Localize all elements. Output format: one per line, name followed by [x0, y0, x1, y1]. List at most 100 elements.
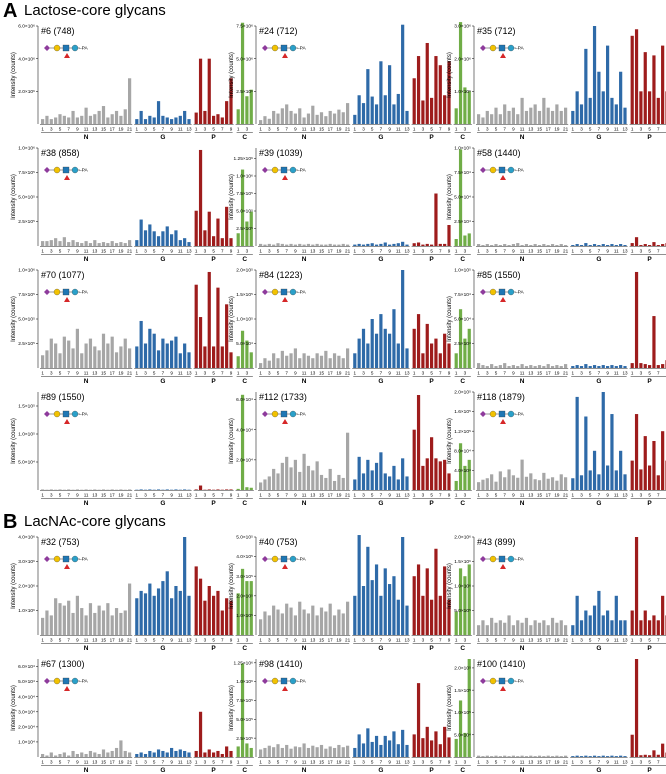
x-tick-label: 15: [537, 638, 543, 643]
bar-G-9: [388, 244, 392, 246]
bar-N-15: [537, 755, 542, 757]
y-tick-label: 1.6×10⁵: [454, 409, 471, 415]
x-tick-label: 13: [310, 638, 316, 643]
x-tick-label: 5: [495, 127, 498, 132]
bar-N-17: [110, 336, 114, 368]
y-tick-label: 5.0×10⁵: [236, 535, 253, 541]
bar-N-14: [533, 479, 537, 490]
y-tick-label: 3.0×10⁵: [236, 574, 253, 580]
x-tick-label: 15: [537, 760, 543, 765]
group-label-P: P: [647, 767, 652, 774]
bar-G-12: [401, 270, 405, 368]
bar-P-6: [652, 316, 656, 368]
x-tick-label: 1: [413, 249, 416, 254]
bar-N-18: [114, 352, 119, 368]
bar-P-8: [443, 243, 447, 246]
bar-N-5: [58, 603, 62, 635]
x-tick-label: 1: [455, 493, 458, 498]
bar-G-7: [379, 595, 383, 635]
x-tick-label: 17: [328, 493, 334, 498]
y-tick-label: 2.5×10⁴: [454, 341, 471, 347]
bar-N-5: [276, 243, 280, 246]
x-tick-label: 7: [598, 127, 601, 132]
bar-N-2: [263, 747, 267, 757]
x-tick-label: 19: [554, 760, 560, 765]
x-tick-label: 11: [302, 127, 307, 132]
x-tick-label: 21: [345, 371, 351, 376]
bar-N-16: [106, 603, 110, 635]
panel-title: #38 (858): [41, 148, 80, 158]
bar-P-5: [430, 97, 434, 124]
bar-P-1: [194, 112, 198, 124]
x-tick-label: 13: [186, 493, 192, 498]
pa-tag: –PA: [515, 168, 525, 174]
bar-N-21: [346, 601, 350, 635]
group-label-P: P: [429, 767, 434, 774]
x-tick-label: 5: [277, 493, 280, 498]
x-tick-label: 5: [371, 638, 374, 643]
x-tick-label: 9: [76, 249, 79, 254]
bar-N-5: [276, 473, 280, 490]
bar-N-18: [550, 366, 555, 368]
bar-N-18: [332, 747, 337, 757]
glycan-structure-icon: –PA: [44, 677, 89, 691]
y-tick-label: 2.5×10⁵: [18, 219, 35, 225]
x-tick-label: 3: [268, 493, 271, 498]
bar-G-7: [597, 756, 601, 757]
x-tick-label: 3: [486, 249, 489, 254]
bar-P-2: [634, 271, 639, 368]
y-tick-label: 5.0×10⁴: [18, 679, 35, 685]
bar-G-2: [139, 489, 143, 490]
y-tick-label: 1.0×10⁶: [18, 268, 35, 274]
bar-N-5: [58, 753, 62, 757]
group-label-N: N: [302, 256, 307, 263]
bar-P-2: [634, 659, 639, 757]
bar-C-3: [463, 465, 467, 490]
x-tick-label: 11: [84, 127, 89, 132]
x-tick-label: 5: [153, 638, 156, 643]
bar-P-8: [661, 45, 665, 124]
x-tick-label: 5: [648, 371, 651, 376]
bar-N-19: [555, 365, 559, 368]
x-tick-label: 3: [204, 249, 207, 254]
bar-N-5: [58, 489, 62, 490]
bar-G-1: [353, 114, 357, 124]
y-tick-label: 4.0×10⁴: [18, 694, 35, 700]
bar-N-8: [289, 748, 293, 757]
bar-G-3: [579, 245, 584, 246]
bar-N-12: [524, 756, 529, 757]
bar-G-12: [401, 458, 405, 490]
group-label-N: N: [302, 134, 307, 141]
bar-G-13: [187, 242, 191, 246]
bar-G-3: [143, 593, 148, 635]
glycan-structure-icon: –PA: [262, 410, 307, 424]
bar-N-11: [84, 489, 88, 490]
bar-G-11: [178, 353, 182, 368]
pa-tag: –PA: [515, 557, 525, 563]
bar-N-3: [267, 745, 271, 757]
bar-G-2: [575, 755, 579, 757]
x-tick-label: 5: [495, 249, 498, 254]
bar-G-10: [610, 755, 614, 757]
x-tick-label: 11: [396, 760, 401, 765]
bar-N-9: [75, 489, 79, 490]
x-tick-label: 3: [362, 127, 365, 132]
bar-C-3: [245, 743, 249, 757]
y-tick-label: 3.0×10⁶: [18, 559, 35, 565]
x-tick-label: 5: [589, 638, 592, 643]
bar-N-15: [319, 355, 324, 368]
bar-N-11: [520, 245, 524, 246]
bar-C-2: [240, 568, 245, 635]
x-tick-label: 3: [204, 638, 207, 643]
bar-G-8: [601, 392, 605, 490]
x-tick-label: 11: [302, 249, 307, 254]
x-tick-label: 21: [345, 760, 351, 765]
y-axis-label: Intensity (counts): [229, 52, 235, 98]
bar-C-3: [245, 581, 249, 635]
y-tick-label: 2.5×10⁵: [236, 736, 253, 742]
y-tick-label: 7.5×10⁵: [236, 191, 253, 197]
panel-title: #67 (1300): [41, 659, 85, 669]
chart-panel: #70 (1077)Intensity (counts)2.5×10⁵5.0×1…: [11, 268, 254, 385]
x-tick-label: 1: [195, 760, 198, 765]
x-tick-label: 3: [246, 249, 249, 254]
